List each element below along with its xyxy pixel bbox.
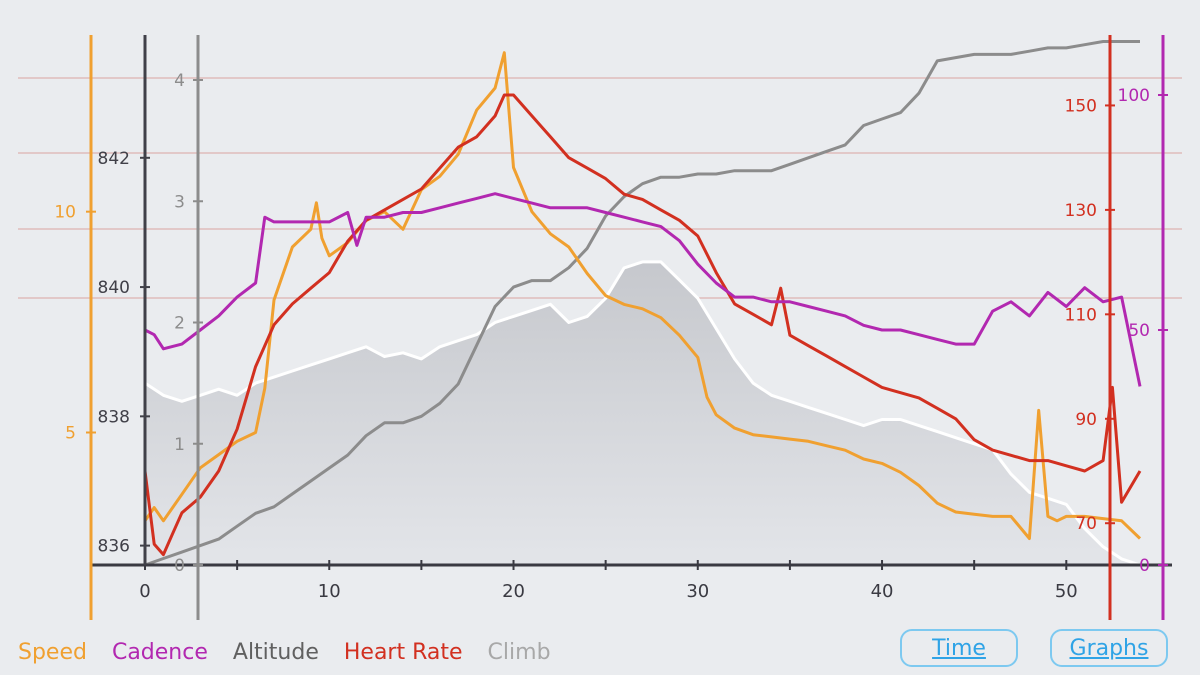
altitude-tick-label-3: 842 (98, 149, 130, 169)
climb-tick-label-1: 1 (174, 435, 185, 455)
legend-heart-rate: Heart Rate (343, 640, 463, 665)
altitude-tick-label-2: 840 (98, 278, 130, 298)
series-speed (143, 51, 1142, 540)
series-climb (144, 260, 1141, 567)
heart_rate-tick-label-0: 70 (1075, 514, 1097, 534)
legend-altitude: Altitude (232, 640, 319, 665)
series-lines (143, 40, 1142, 567)
legend-climb: Climb (487, 640, 551, 665)
time-button[interactable]: Time (900, 629, 1018, 667)
speed-tick-label-0: 5 (65, 424, 76, 444)
heart_rate-tick-label-1: 90 (1075, 410, 1097, 430)
heart_rate-tick-label-4: 150 (1065, 96, 1097, 116)
x-tick-label-50: 50 (1055, 581, 1078, 602)
cadence-tick-label-2: 100 (1118, 86, 1150, 106)
climb-area (145, 261, 1140, 565)
series-heart-rate (143, 93, 1142, 557)
climb-tick-label-2: 2 (174, 314, 185, 334)
series-altitude (144, 40, 1140, 567)
cadence-tick-label-0: 0 (1139, 556, 1150, 576)
climb-tick-label-0: 0 (174, 556, 185, 576)
heart_rate-tick-label-2: 110 (1065, 305, 1097, 325)
x-tick-label-30: 30 (686, 581, 709, 602)
legend: Speed Cadence Altitude Heart Rate Climb (18, 640, 569, 665)
graphs-button[interactable]: Graphs (1050, 629, 1168, 667)
legend-cadence: Cadence (111, 640, 208, 665)
legend-speed: Speed (18, 640, 87, 665)
horizontal-grid (18, 77, 1182, 299)
x-tick-label-20: 20 (502, 581, 525, 602)
x-tick-label-40: 40 (871, 581, 894, 602)
climb-fill (145, 261, 1140, 565)
x-tick-label-0: 0 (139, 581, 150, 602)
altitude-tick-label-0: 836 (98, 537, 130, 557)
altitude-tick-label-1: 838 (98, 407, 130, 427)
x-tick-label-10: 10 (318, 581, 341, 602)
heart_rate-tick-label-3: 130 (1065, 201, 1097, 221)
speed-tick-label-1: 10 (54, 203, 76, 223)
series-cadence (144, 192, 1142, 387)
climb-tick-label-3: 3 (174, 192, 185, 212)
climb-tick-label-4: 4 (174, 71, 185, 91)
cadence-tick-label-1: 50 (1128, 321, 1150, 341)
axes: 0 10 20 30 40 50 5 10 836 838 840 842 0 1 2 3 4 70 90 110 13… (54, 35, 1172, 620)
activity-chart: 0 10 20 30 40 50 5 10 836 838 840 842 0 1 2 3 4 70 90 110 13… (18, 35, 1182, 620)
